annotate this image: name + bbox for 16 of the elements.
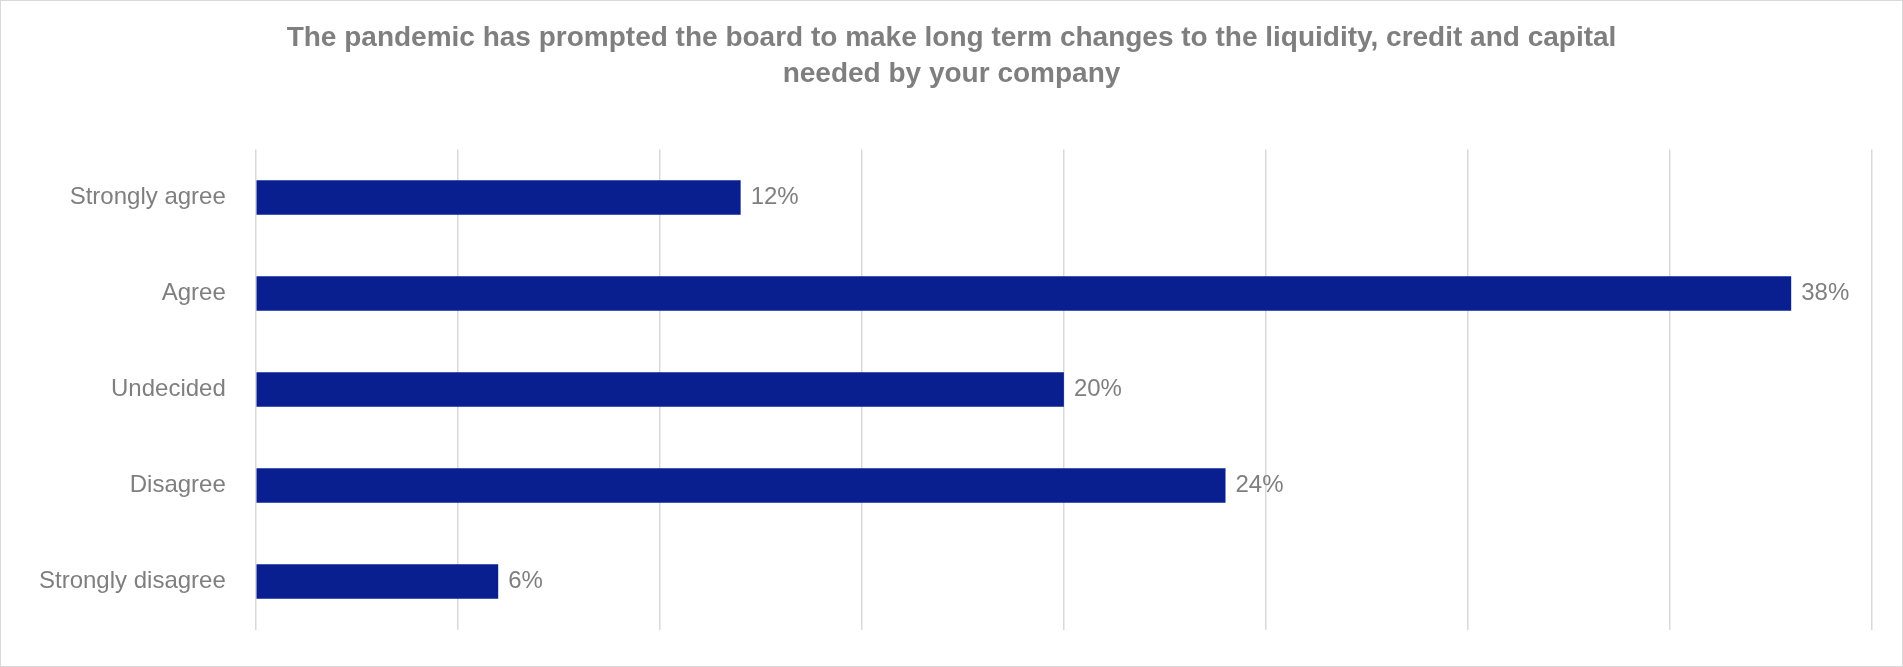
bar bbox=[256, 180, 741, 215]
bar bbox=[256, 468, 1226, 503]
chart-title: The pandemic has prompted the board to make long term changes to the liquidity, credit and capital needed by your company bbox=[285, 20, 1618, 90]
y-tick-label: Disagree bbox=[129, 470, 226, 498]
data-label: 24% bbox=[1235, 470, 1284, 498]
data-label: 38% bbox=[1801, 278, 1850, 306]
y-tick-label: Strongly agree bbox=[69, 182, 226, 210]
data-label: 12% bbox=[750, 182, 799, 210]
y-tick-label: Undecided bbox=[111, 374, 226, 402]
y-tick-label: Strongly disagree bbox=[38, 566, 226, 594]
bar bbox=[256, 372, 1064, 407]
data-label: 6% bbox=[508, 566, 543, 594]
bar bbox=[256, 564, 499, 599]
y-tick-label: Agree bbox=[161, 278, 226, 306]
bar bbox=[256, 276, 1792, 311]
data-label: 20% bbox=[1073, 374, 1122, 402]
